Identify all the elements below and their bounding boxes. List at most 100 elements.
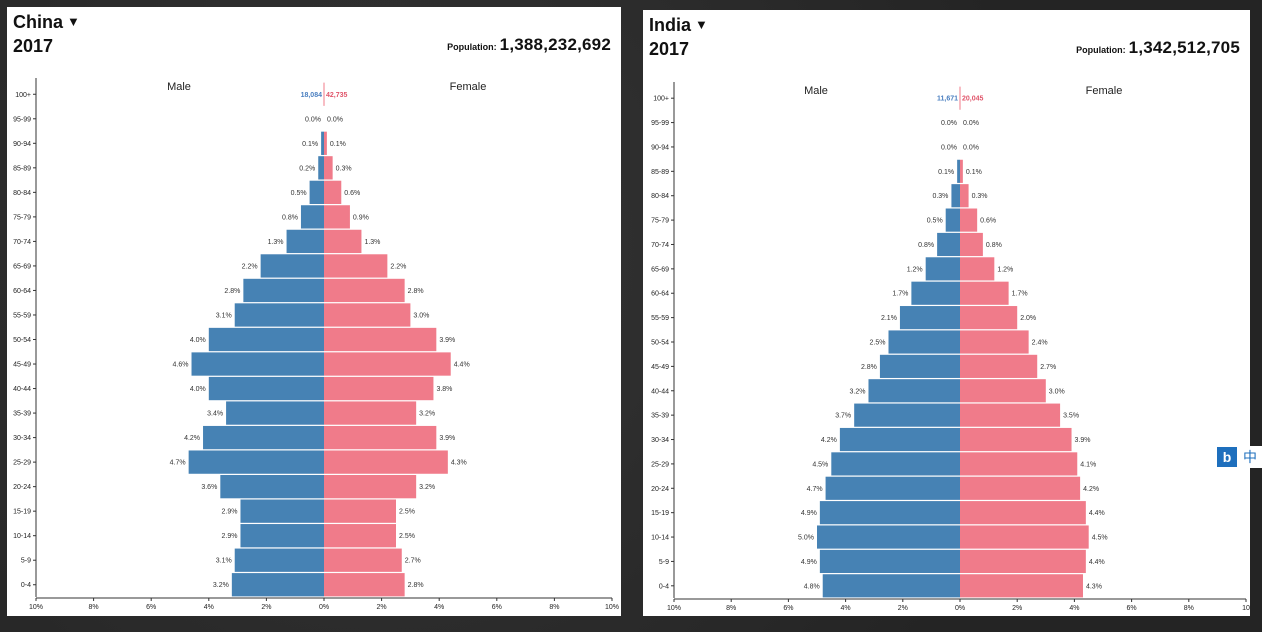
male-bar — [911, 281, 960, 305]
male-value-label: 0.0% — [941, 144, 957, 151]
male-bar — [208, 327, 324, 352]
age-group-label: 45-49 — [13, 362, 31, 369]
female-count-label: 42,735 — [326, 92, 348, 99]
translate-language-button[interactable]: 中 — [1238, 446, 1262, 468]
population-readout: Population: 1,388,232,692 — [447, 35, 611, 55]
male-value-label: 0.8% — [918, 242, 934, 249]
male-value-label: 3.6% — [201, 484, 217, 491]
china-pyramid-panel: China ▼ 2017 Population: 1,388,232,692 Mal… — [7, 7, 621, 616]
male-value-label: 0.8% — [282, 214, 298, 221]
age-group-label: 20-24 — [651, 486, 669, 493]
bing-logo-icon[interactable]: b — [1216, 446, 1238, 468]
male-value-label: 4.2% — [821, 437, 837, 444]
age-group-label: 0-4 — [21, 582, 31, 589]
x-tick-label: 2% — [1012, 605, 1022, 612]
age-group-label: 70-74 — [651, 242, 669, 249]
dropdown-caret-icon[interactable]: ▼ — [67, 14, 80, 29]
x-tick-label: 10% — [605, 604, 619, 611]
female-bar — [960, 525, 1089, 549]
male-bar — [318, 156, 324, 180]
age-group-label: 75-79 — [651, 218, 669, 225]
female-value-label: 3.5% — [1063, 413, 1079, 420]
female-bar — [960, 184, 969, 208]
male-bar — [957, 159, 960, 183]
female-value-label: 2.2% — [390, 263, 406, 270]
female-value-label: 2.8% — [408, 582, 424, 589]
female-value-label: 2.5% — [399, 509, 415, 516]
country-selector[interactable]: India ▼ — [649, 15, 708, 36]
male-value-label: 0.5% — [927, 218, 943, 225]
male-bar — [300, 205, 324, 229]
male-bar — [951, 184, 960, 208]
male-bar — [188, 450, 324, 474]
male-bar — [234, 303, 324, 327]
age-group-label: 75-79 — [13, 214, 31, 221]
female-value-label: 4.4% — [454, 362, 470, 369]
female-value-label: 0.6% — [344, 190, 360, 197]
male-value-label: 0.1% — [938, 169, 954, 176]
female-value-label: 4.3% — [451, 460, 467, 467]
age-group-label: 80-84 — [651, 193, 669, 200]
female-bar — [960, 452, 1078, 476]
india-pyramid-chart: Male Female 100+ 11,671 20,045 95-99 0.0% 0.0% 9… — [651, 82, 1250, 612]
x-tick-label: 8% — [1184, 605, 1194, 612]
age-group-label: 20-24 — [13, 484, 31, 491]
x-tick-label: 8% — [726, 605, 736, 612]
age-group-label: 25-29 — [651, 461, 669, 468]
female-value-label: 1.2% — [997, 266, 1013, 273]
age-group-label: 95-99 — [13, 116, 31, 123]
female-bar — [324, 156, 333, 180]
age-group-label: 100+ — [15, 92, 31, 99]
age-group-label: 60-64 — [651, 291, 669, 298]
male-bar — [286, 229, 324, 254]
male-value-label: 4.2% — [184, 435, 200, 442]
male-value-label: 5.0% — [798, 535, 814, 542]
male-value-label: 1.7% — [892, 291, 908, 298]
female-value-label: 0.8% — [986, 242, 1002, 249]
male-bar — [240, 499, 324, 523]
age-group-label: 55-59 — [651, 315, 669, 322]
female-bar — [960, 232, 983, 257]
female-value-label: 4.2% — [1083, 486, 1099, 493]
age-group-label: 85-89 — [651, 169, 669, 176]
male-value-label: 2.9% — [222, 509, 238, 516]
female-bar — [324, 573, 405, 597]
female-value-label: 3.2% — [419, 411, 435, 418]
country-selector[interactable]: China ▼ — [13, 12, 80, 33]
female-count-label: 20,045 — [962, 96, 984, 103]
female-bar — [324, 352, 451, 376]
male-bar — [191, 352, 324, 376]
female-value-label: 4.3% — [1086, 583, 1102, 590]
male-bar — [879, 354, 960, 378]
male-bar — [868, 379, 960, 403]
population-value: 1,388,232,692 — [499, 35, 611, 54]
male-value-label: 0.5% — [291, 190, 307, 197]
age-group-label: 40-44 — [651, 388, 669, 395]
male-bar — [854, 403, 960, 427]
age-group-label: 10-14 — [651, 535, 669, 542]
female-bar — [324, 327, 437, 352]
year-label: 2017 — [13, 36, 54, 56]
female-bar — [324, 278, 405, 303]
x-tick-label: 8% — [549, 604, 559, 611]
age-group-label: 50-54 — [651, 340, 669, 347]
male-bar — [819, 501, 960, 525]
female-bar — [960, 574, 1083, 598]
male-value-label: 3.1% — [216, 558, 232, 565]
x-tick-label: 4% — [434, 604, 444, 611]
age-group-label: 45-49 — [651, 364, 669, 371]
male-value-label: 0.2% — [299, 165, 315, 172]
male-value-label: 3.7% — [835, 413, 851, 420]
age-group-label: 35-39 — [651, 413, 669, 420]
dropdown-caret-icon[interactable]: ▼ — [695, 17, 708, 32]
translate-widget[interactable]: b 中 — [1216, 446, 1262, 468]
female-bar — [960, 379, 1046, 403]
male-value-label: 4.7% — [170, 460, 186, 467]
male-bar — [260, 254, 324, 278]
female-value-label: 1.3% — [364, 239, 380, 246]
male-bar — [888, 330, 960, 354]
male-value-label: 0.0% — [305, 116, 321, 123]
female-value-label: 0.0% — [963, 144, 979, 151]
male-value-label: 4.8% — [804, 583, 820, 590]
female-value-label: 0.1% — [330, 141, 346, 148]
